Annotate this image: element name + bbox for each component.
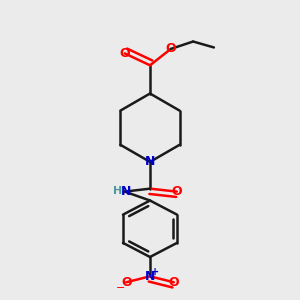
- Text: −: −: [116, 283, 125, 292]
- Text: +: +: [151, 267, 159, 277]
- Text: N: N: [121, 185, 131, 198]
- Text: H: H: [113, 186, 122, 196]
- Text: O: O: [166, 42, 176, 56]
- Text: O: O: [119, 47, 130, 60]
- Text: N: N: [145, 270, 155, 283]
- Text: N: N: [145, 155, 155, 168]
- Text: O: O: [169, 276, 179, 289]
- Text: O: O: [121, 276, 131, 289]
- Text: O: O: [171, 185, 182, 198]
